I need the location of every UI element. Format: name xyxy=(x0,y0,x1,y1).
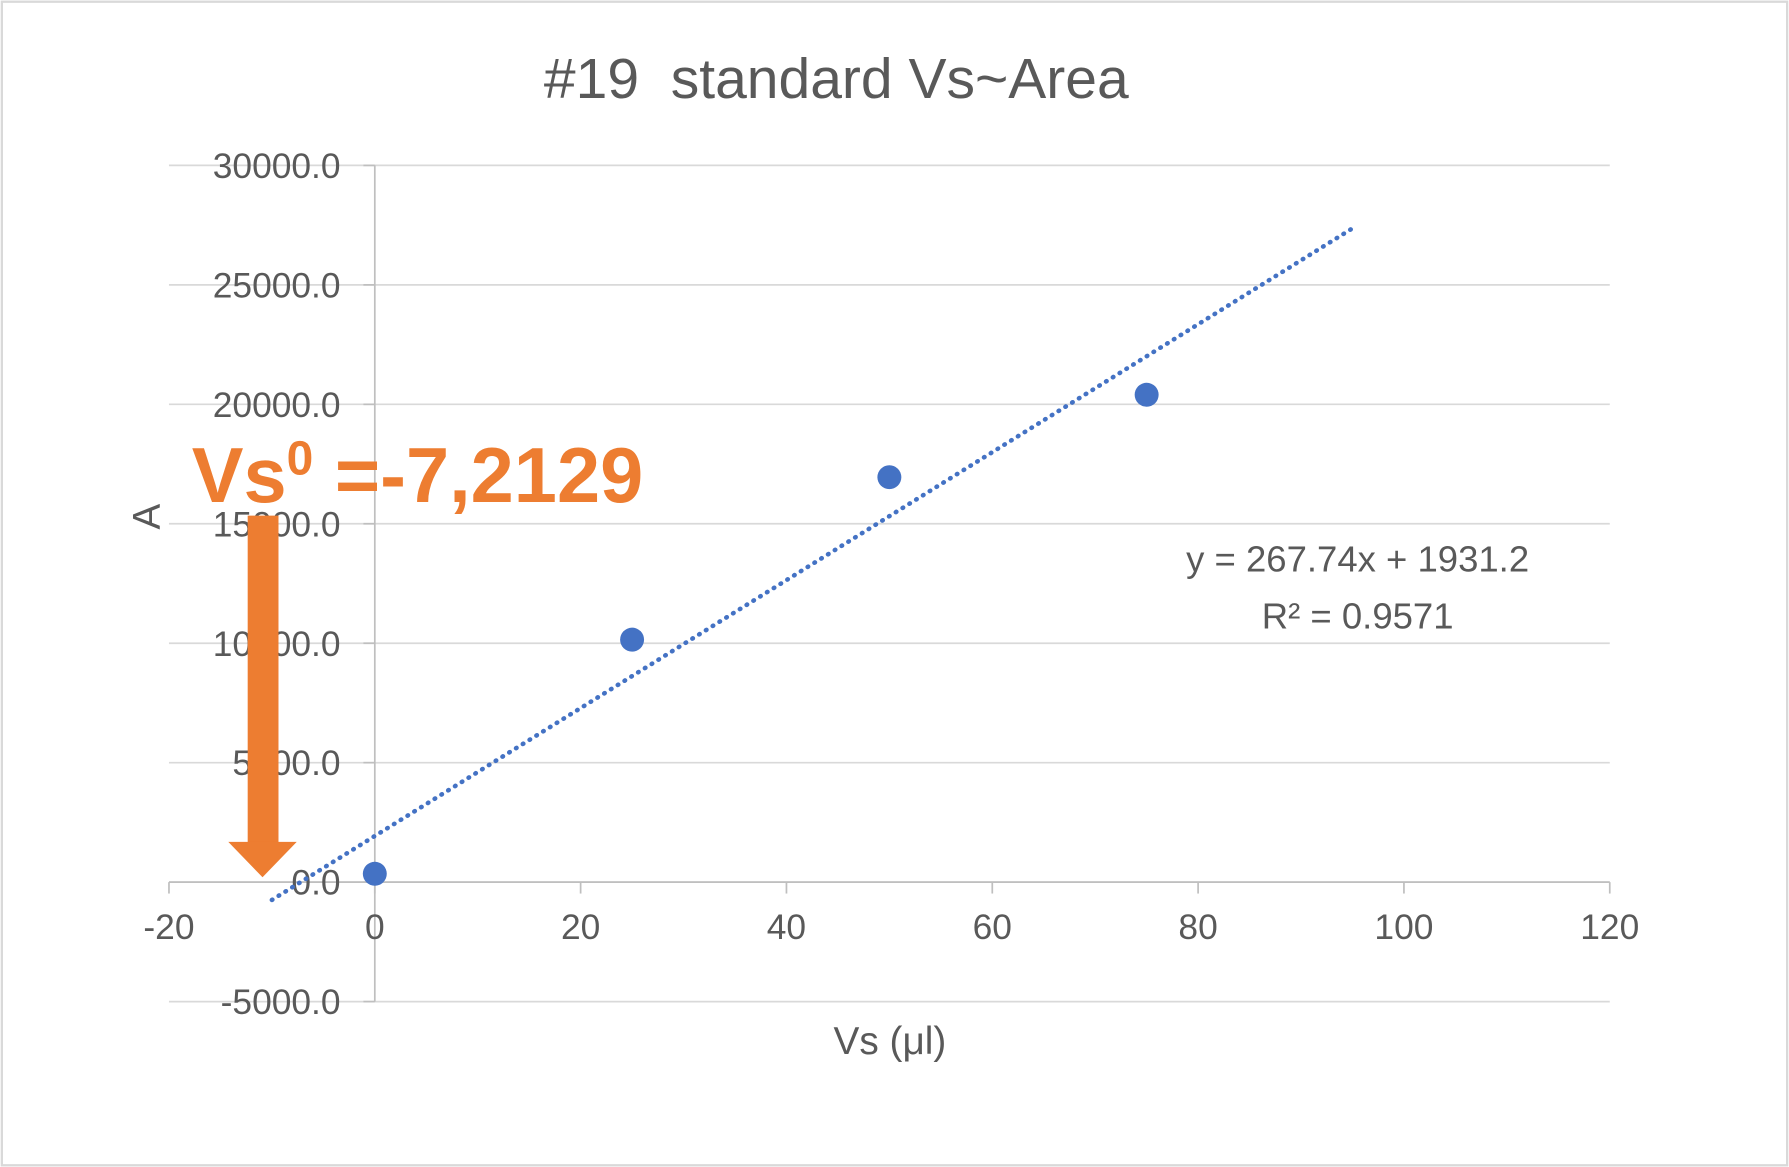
x-tick-label: 100 xyxy=(1374,908,1433,947)
y-tick-label: 20000.0 xyxy=(213,386,341,425)
chart-title: #19 standard Vs~Area xyxy=(544,47,1129,111)
annotation-base: Vs xyxy=(192,433,287,519)
y-tick-label: -5000.0 xyxy=(221,983,341,1022)
x-tick-label: 80 xyxy=(1178,908,1217,947)
annotation-value: =-7,2129 xyxy=(313,433,643,519)
trendline xyxy=(269,226,1355,903)
data-point xyxy=(1134,382,1159,407)
arrow-head xyxy=(228,841,297,878)
trendline-equation: y = 267.74x + 1931.2 xyxy=(1186,539,1529,580)
arrow-shaft xyxy=(247,515,279,844)
r-squared-label: R² = 0.9571 xyxy=(1262,596,1454,637)
x-tick-label: 40 xyxy=(767,908,806,947)
down-arrow-icon xyxy=(228,515,297,878)
y-tick-label: 30000.0 xyxy=(213,147,341,186)
data-point xyxy=(877,465,902,490)
x-axis-title: Vs (μl) xyxy=(834,1020,947,1063)
data-points xyxy=(362,382,1159,886)
tick-labels: -20020406080100120-5000.00.05000.010000.… xyxy=(143,147,1639,1022)
annotation-superscript: 0 xyxy=(287,433,314,486)
intercept-annotation: Vs0 =-7,2129 xyxy=(192,433,643,878)
y-tick-label: 25000.0 xyxy=(213,266,341,305)
x-tick-label: 0 xyxy=(365,908,385,947)
trendline-layer xyxy=(269,226,1355,903)
intercept-annotation-text: Vs0 =-7,2129 xyxy=(192,433,643,519)
data-point xyxy=(362,861,387,886)
data-point xyxy=(620,627,645,652)
x-tick-label: -20 xyxy=(143,908,194,947)
x-tick-label: 60 xyxy=(973,908,1012,947)
x-tick-label: 120 xyxy=(1580,908,1639,947)
x-tick-label: 20 xyxy=(561,908,600,947)
y-axis-title: A xyxy=(126,504,169,530)
